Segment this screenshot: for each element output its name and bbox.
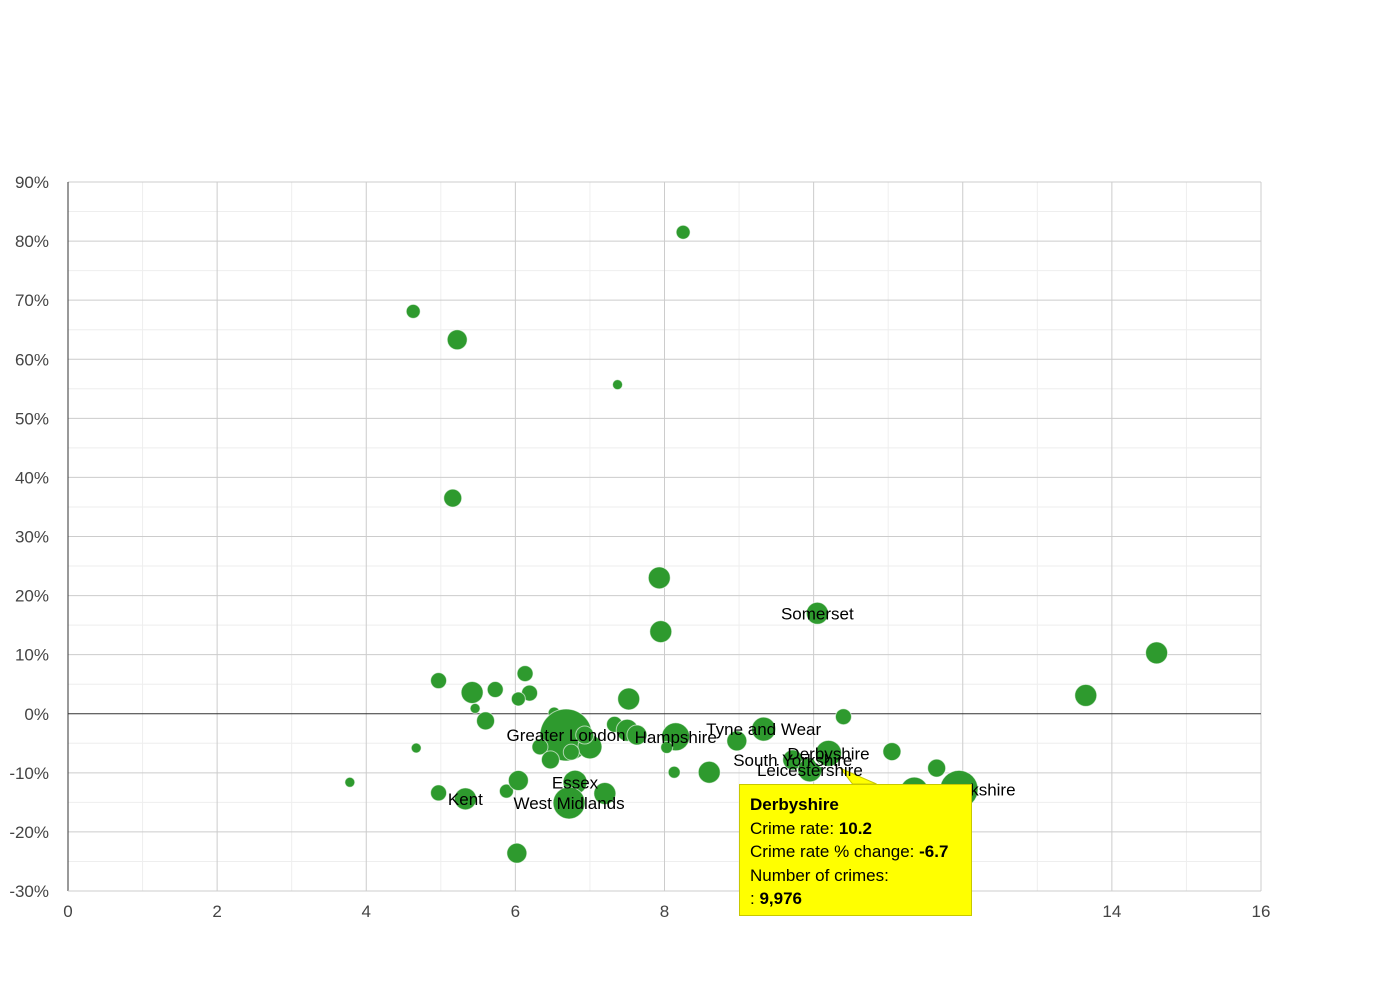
data-point (667, 765, 681, 779)
point-label: Leicestershire (757, 761, 863, 780)
data-point (1145, 641, 1169, 665)
x-tick-label: 4 (362, 902, 371, 921)
point-label: Kent (448, 790, 483, 809)
data-point (612, 379, 624, 391)
y-tick-label: -30% (9, 882, 49, 901)
x-tick-label: 8 (660, 902, 669, 921)
point-label: South Yorkshire (733, 751, 852, 770)
tooltip-rate: Crime rate: 10.2 (750, 818, 872, 838)
data-point (1074, 683, 1098, 707)
data-point (617, 687, 641, 711)
point-label: Essex (552, 773, 599, 792)
point-label: Greater London (507, 726, 626, 745)
data-point (446, 329, 468, 351)
data-point (498, 783, 514, 799)
point-label: Somerset (781, 604, 854, 623)
data-point (815, 739, 843, 767)
data-point (797, 757, 823, 783)
data-point (476, 711, 496, 731)
highlight-ring (812, 737, 845, 770)
data-point (443, 488, 463, 508)
y-tick-label: 70% (15, 291, 49, 310)
y-tick-label: 40% (15, 468, 49, 487)
data-point (460, 680, 484, 704)
data-point (430, 784, 448, 802)
y-tick-label: 0% (24, 705, 49, 724)
data-point (575, 725, 595, 745)
point-tooltip: Derbyshire Crime rate: 10.2 Crime rate %… (739, 784, 972, 916)
data-point (469, 702, 481, 714)
x-tick-label: 14 (1102, 902, 1121, 921)
data-point (882, 742, 902, 762)
y-tick-label: 30% (15, 528, 49, 547)
tooltip-title: Derbyshire (750, 795, 839, 814)
point-label: Tyne and Wear (706, 720, 821, 739)
y-tick-label: 50% (15, 409, 49, 428)
data-point (647, 566, 671, 590)
y-tick-label: 20% (15, 587, 49, 606)
data-point (430, 672, 448, 690)
data-point (410, 742, 422, 754)
y-tick-label: 60% (15, 350, 49, 369)
y-tick-label: 80% (15, 232, 49, 251)
data-point (531, 738, 549, 756)
data-point (486, 681, 504, 699)
data-point (697, 760, 721, 784)
data-point (726, 730, 748, 752)
data-point (660, 740, 674, 754)
y-tick-label: 10% (15, 646, 49, 665)
y-tick-label: -10% (9, 764, 49, 783)
data-point (506, 842, 528, 864)
data-point (626, 724, 648, 746)
point-label: Derbyshire (787, 744, 869, 763)
data-point (649, 620, 673, 644)
data-point (510, 691, 526, 707)
tooltip-count: : 9,976 (750, 889, 803, 908)
y-tick-label: -20% (9, 823, 49, 842)
data-point (516, 665, 534, 683)
data-point (562, 743, 580, 761)
data-point (507, 770, 529, 792)
data-point (453, 787, 477, 811)
data-point (593, 782, 617, 806)
data-point (834, 708, 852, 726)
data-point (805, 601, 829, 625)
data-point (344, 776, 356, 788)
x-tick-label: 2 (212, 902, 221, 921)
tooltip-count-label: Number of crimes: (750, 865, 889, 885)
x-tick-label: 6 (511, 902, 520, 921)
x-tick-label: 16 (1252, 902, 1271, 921)
data-point (751, 716, 777, 742)
tooltip-change: Crime rate % change: -6.7 (750, 842, 949, 861)
data-point (405, 303, 421, 319)
data-point (552, 786, 586, 820)
data-point (927, 758, 947, 778)
data-point (540, 750, 560, 770)
x-tick-label: 0 (63, 902, 72, 921)
point-label: West Midlands (513, 794, 624, 813)
point-label: Hampshire (635, 728, 717, 747)
data-point (675, 224, 691, 240)
y-tick-label: 90% (15, 173, 49, 192)
